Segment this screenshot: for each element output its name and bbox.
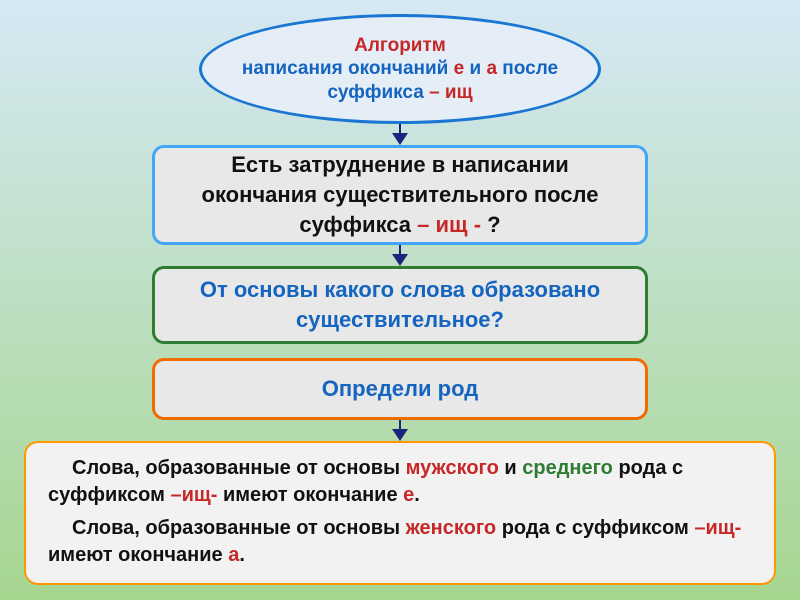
conclusion-box: Слова, образованные от основы мужского и… <box>24 441 776 585</box>
title-ellipse: Алгоритм написания окончаний е и а после… <box>199 14 601 124</box>
box2-line2: существительное? <box>200 305 600 335</box>
flowchart: Алгоритм написания окончаний е и а после… <box>0 0 800 600</box>
box1-line1: Есть затруднение в написании <box>202 150 599 180</box>
title-line2: написания окончаний е и а после <box>242 57 558 80</box>
box1-line3: суффикса – ищ - ? <box>202 210 599 240</box>
box3-line1: Определи род <box>322 374 478 404</box>
step-base-word-box: От основы какого слова образовано сущест… <box>152 266 648 344</box>
step-gender-box: Определи род <box>152 358 648 420</box>
arrow-2 <box>392 245 408 266</box>
conclusion-sent1: Слова, образованные от основы мужского и… <box>48 455 752 509</box>
conclusion-sent2: Слова, образованные от основы женского р… <box>48 515 752 569</box>
title-line1: Алгоритм <box>354 34 446 57</box>
step-question-box: Есть затруднение в написании окончания с… <box>152 145 648 245</box>
title-line3: суффикса – ищ <box>327 81 472 104</box>
arrow-1 <box>392 124 408 145</box>
arrow-3 <box>392 420 408 441</box>
box2-line1: От основы какого слова образовано <box>200 275 600 305</box>
box1-line2: окончания существительного после <box>202 180 599 210</box>
